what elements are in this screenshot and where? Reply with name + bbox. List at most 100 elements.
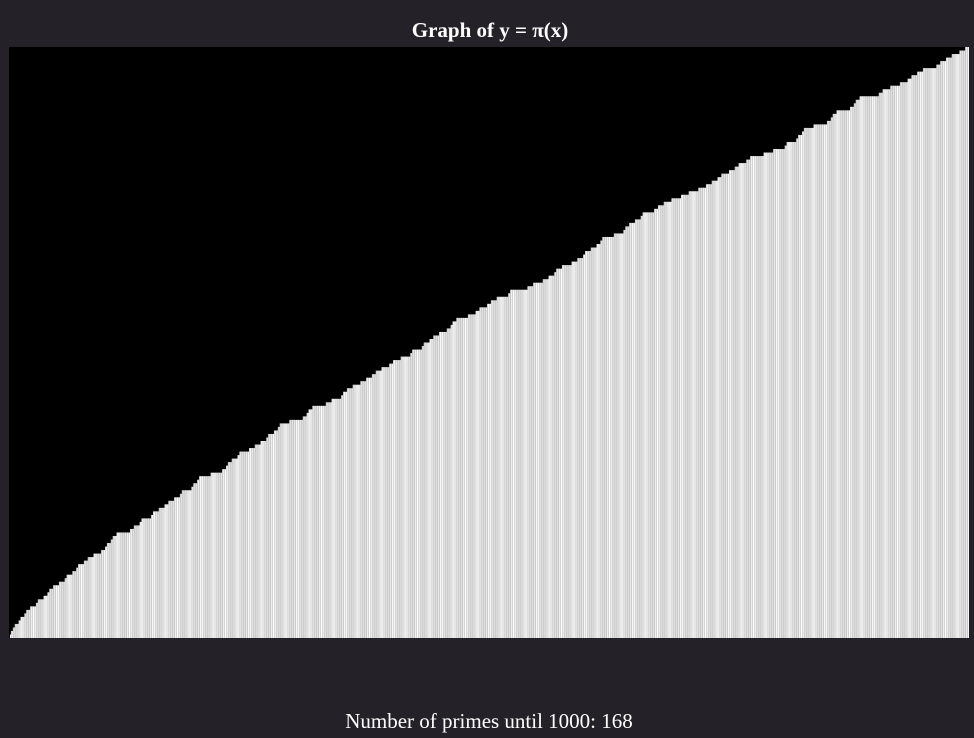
bar — [128, 532, 130, 638]
bar — [837, 110, 839, 638]
bar — [617, 233, 619, 638]
bar — [40, 599, 42, 638]
bar — [589, 251, 591, 638]
bar — [898, 85, 900, 638]
bar — [370, 377, 372, 638]
bar — [853, 103, 855, 638]
bar — [824, 124, 826, 638]
bar — [472, 314, 474, 638]
bar — [569, 265, 571, 638]
bar — [537, 282, 539, 638]
bar — [70, 574, 72, 638]
bar — [341, 395, 343, 638]
bar — [908, 78, 910, 638]
bar — [787, 141, 789, 638]
bar — [319, 405, 321, 638]
bar — [517, 289, 519, 638]
bar — [729, 170, 731, 638]
bar — [476, 310, 478, 638]
bar — [511, 289, 513, 638]
bar — [847, 110, 849, 638]
summary-line: Number of primes until 1000: 168 — [0, 708, 974, 734]
bar — [410, 353, 412, 638]
bar — [475, 310, 477, 638]
bar — [653, 212, 655, 638]
bar — [25, 613, 27, 638]
bar — [515, 289, 517, 638]
bar — [90, 557, 92, 638]
bar — [808, 127, 810, 638]
bar — [352, 384, 354, 638]
bar — [418, 349, 420, 638]
bar — [631, 222, 633, 638]
bar — [424, 342, 426, 638]
bar — [80, 564, 82, 638]
bar — [244, 451, 246, 638]
bar — [845, 110, 847, 638]
bar — [747, 159, 749, 638]
bar — [590, 247, 592, 638]
bar — [242, 451, 244, 638]
bar — [399, 360, 401, 638]
bar — [393, 360, 395, 638]
bar — [616, 233, 618, 638]
bar — [327, 402, 329, 638]
bar — [547, 279, 549, 638]
bar — [171, 500, 173, 638]
bar — [428, 342, 430, 638]
bar — [45, 595, 47, 638]
bar — [674, 198, 676, 638]
bar — [153, 511, 155, 638]
bar — [153, 511, 155, 638]
bar — [211, 472, 213, 638]
bar — [104, 550, 106, 638]
bar — [582, 258, 584, 638]
bar — [268, 433, 270, 638]
bar — [827, 120, 829, 638]
bar — [381, 367, 383, 638]
bar — [819, 124, 821, 638]
bar — [781, 149, 783, 638]
bar — [193, 483, 195, 638]
bar — [585, 251, 587, 638]
bar — [59, 581, 61, 638]
bar — [103, 550, 105, 638]
bar — [930, 68, 932, 638]
bar — [405, 356, 407, 638]
bar — [437, 335, 439, 638]
bar — [274, 430, 276, 638]
bar — [550, 275, 552, 638]
bar — [447, 328, 449, 638]
bar — [166, 504, 168, 638]
bar — [309, 409, 311, 638]
bar — [485, 307, 487, 638]
bar — [725, 173, 727, 638]
bar — [56, 585, 58, 638]
bar — [753, 156, 755, 638]
bar — [356, 384, 358, 638]
bar — [298, 419, 300, 638]
bar — [266, 437, 268, 638]
bar — [291, 419, 293, 638]
bar — [565, 265, 567, 638]
bar — [433, 335, 435, 638]
bar — [215, 472, 217, 638]
bar — [762, 156, 764, 638]
bar — [635, 219, 637, 638]
bar — [644, 212, 646, 638]
bar — [248, 451, 250, 638]
bar — [303, 416, 305, 638]
bar — [502, 296, 504, 638]
bar — [817, 124, 819, 638]
bar — [226, 465, 228, 638]
bar — [254, 444, 256, 638]
bar — [625, 226, 627, 638]
bar — [100, 553, 102, 638]
bar — [830, 117, 832, 638]
bar — [828, 120, 830, 638]
bar — [738, 163, 740, 638]
bar — [743, 163, 745, 638]
bar — [19, 620, 21, 638]
bar — [730, 170, 732, 638]
bar — [538, 282, 540, 638]
